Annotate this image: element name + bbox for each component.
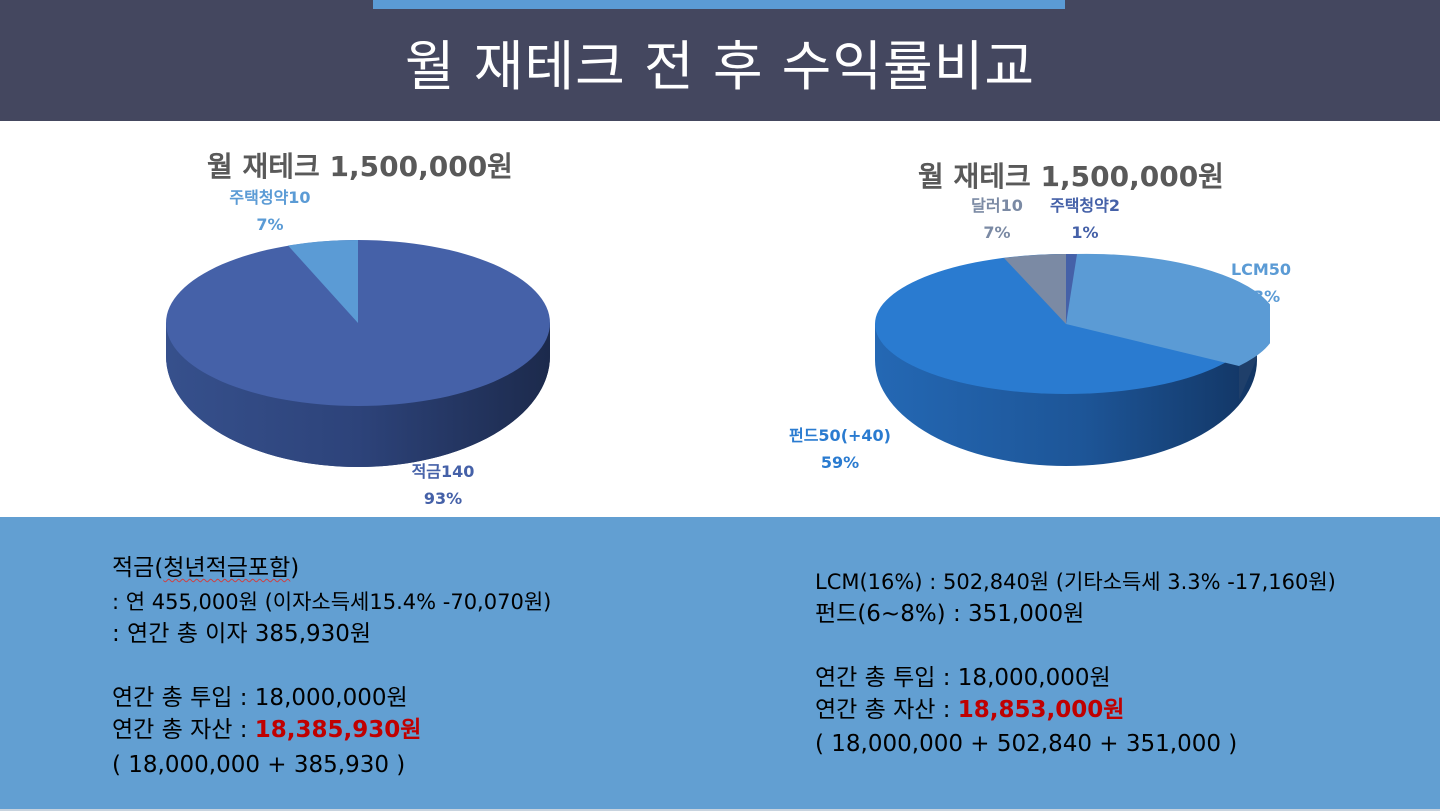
left-total-invest: 연간 총 투입 : 18,000,000원 [112,685,408,711]
slide-title: 월 재테크 전 후 수익률비교 [404,35,1036,98]
slide-header: 월 재테크 전 후 수익률비교 [0,0,1440,121]
left-savings-heading: 적금(청년적금포함) [112,555,300,581]
left-total-interest: : 연간 총 이자 385,930원 [112,621,372,647]
pie-slice-housing [288,239,358,323]
right-formula: ( 18,000,000 + 502,840 + 351,000 ) [815,731,1238,757]
right-lcm-line: LCM(16%) : 502,840원 (기타소득세 3.3% -17,160원… [815,570,1336,594]
left-label-savings: 적금140 93% [411,462,475,508]
right-label-dollar: 달러10 7% [971,196,1023,242]
right-chart-title: 월 재테크 1,500,000원 [918,160,1224,193]
right-label-housing: 주택청약2 1% [1049,196,1120,242]
pie-slice-dollar [1004,254,1066,324]
right-pie-chart [875,253,1270,466]
slide-bottom-edge [0,809,1440,811]
left-pie-chart [166,239,550,467]
left-label-housing: 주택청약10 7% [229,188,311,234]
spellcheck-underlined-text: 청년적금포함 [163,555,291,581]
right-label-fund: 펀드50(+40) 59% [788,426,891,472]
left-formula: ( 18,000,000 + 385,930 ) [112,752,406,778]
right-total-asset: 연간 총 자산 : 18,853,000원 [815,697,1125,723]
right-asset-value: 18,853,000원 [957,697,1125,723]
pie-slice-housing [1066,253,1077,324]
summary-panel: 적금(청년적금포함) : 연 455,000원 (이자소득세15.4% -70,… [0,517,1440,809]
left-asset-value: 18,385,930원 [254,717,422,743]
left-total-asset: 연간 총 자산 : 18,385,930원 [112,717,422,743]
left-annual-interest: : 연 455,000원 (이자소득세15.4% -70,070원) [112,590,552,614]
header-accent-bar [373,0,1065,9]
right-total-invest: 연간 총 투입 : 18,000,000원 [815,665,1111,691]
pie-slice-lcm [1066,253,1270,366]
right-fund-line: 펀드(6~8%) : 351,000원 [815,601,1085,627]
left-chart-title: 월 재테크 1,500,000원 [207,150,513,183]
chart-area: 월 재테크 1,500,000원 주택청약10 7% 적금140 93% 월 재… [0,121,1440,517]
